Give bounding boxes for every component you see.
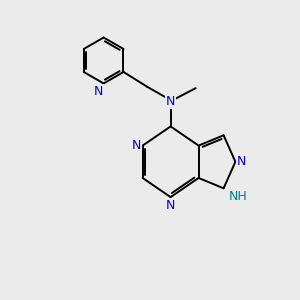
Text: N: N [237,155,246,168]
Text: N: N [132,139,141,152]
Text: N: N [166,95,175,108]
Text: N: N [166,199,175,212]
Text: N: N [94,85,103,98]
Text: NH: NH [229,190,248,203]
